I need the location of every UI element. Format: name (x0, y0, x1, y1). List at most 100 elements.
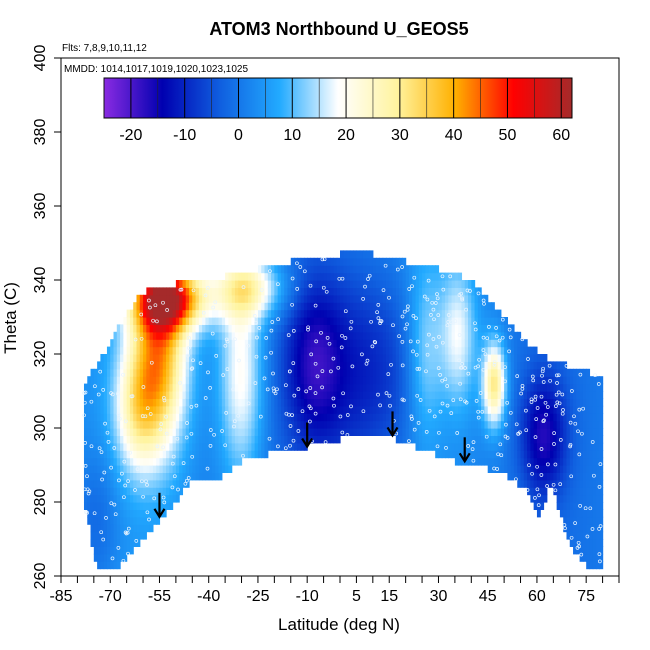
heat-cell (136, 368, 141, 377)
heat-cell (192, 405, 197, 414)
heat-cell (189, 287, 193, 296)
heat-cell (83, 435, 88, 444)
heat-cell (251, 272, 256, 281)
heat-cell (185, 405, 190, 414)
heat-cell (507, 457, 512, 466)
heat-cell (169, 465, 174, 473)
heat-cell (215, 457, 220, 466)
heat-cell (369, 420, 374, 429)
heat-cell (205, 420, 210, 429)
heat-cell (110, 539, 115, 547)
heat-cell (113, 361, 118, 370)
heat-cell (392, 413, 397, 422)
heat-cell (346, 376, 351, 385)
heat-cell (471, 376, 476, 385)
heat-cell (303, 413, 308, 422)
heat-cell (533, 457, 538, 466)
heat-cell (133, 472, 138, 481)
heat-cell (116, 398, 121, 407)
heat-cell (156, 383, 161, 392)
heat-cell (149, 494, 154, 503)
heat-cell (202, 413, 207, 422)
heat-cell (353, 354, 358, 362)
heat-cell (448, 391, 453, 399)
heat-cell (445, 309, 449, 318)
heat-cell (120, 472, 124, 481)
heat-cell (133, 302, 138, 311)
heat-cell (566, 376, 571, 385)
heat-cell (106, 546, 111, 555)
heat-cell (103, 479, 108, 488)
heat-cell (323, 265, 328, 274)
heat-cell (313, 428, 318, 436)
heat-cell (307, 265, 312, 274)
heat-cell (530, 354, 535, 362)
heat-cell (248, 272, 252, 281)
dates-note: MMDD: 1014,1017,1019,1020,1023,1025 (64, 64, 248, 75)
heat-cell (428, 331, 433, 340)
heat-cell (405, 405, 410, 414)
heat-cell (438, 339, 443, 348)
heat-cell (169, 339, 174, 348)
heat-cell (146, 398, 151, 407)
heat-cell (244, 413, 249, 422)
heat-cell (113, 331, 118, 340)
heat-cell (257, 420, 262, 429)
heat-cell (451, 405, 456, 414)
heat-cell (254, 287, 259, 296)
heat-cell (559, 442, 564, 451)
heat-cell (254, 272, 259, 281)
heat-cell (481, 398, 486, 407)
heat-cell (221, 280, 226, 288)
heat-cell (527, 398, 531, 407)
heat-cell (336, 405, 341, 414)
heat-cell (510, 331, 515, 340)
observation-point (361, 297, 365, 301)
heat-cell (566, 383, 571, 392)
observation-point (526, 357, 530, 361)
heat-cell (579, 553, 584, 562)
heat-cell (248, 346, 252, 355)
heat-cell (264, 317, 269, 325)
heat-cell (441, 391, 446, 399)
heat-cell (343, 272, 348, 281)
heat-cell (540, 457, 545, 466)
heat-cell (533, 450, 538, 459)
heat-cell (435, 265, 440, 274)
heat-cell (261, 339, 266, 348)
heat-cell (221, 442, 226, 451)
heat-cell (582, 524, 587, 533)
colorbar-ramp (103, 77, 573, 119)
heat-cell (215, 405, 220, 414)
heat-cell (569, 398, 574, 407)
observation-point (224, 411, 229, 415)
heat-cell (471, 442, 476, 451)
heat-cell (146, 465, 151, 473)
heat-cell (415, 317, 420, 325)
heat-cell (166, 324, 170, 333)
observation-point (145, 483, 149, 487)
heat-cell (139, 391, 144, 399)
heat-cell (123, 465, 128, 473)
heat-cell (113, 339, 118, 348)
heat-cell (100, 561, 105, 570)
heat-cell (198, 346, 203, 355)
heat-cell (428, 339, 433, 348)
heat-cell (136, 442, 141, 451)
heat-cell (579, 531, 584, 540)
heat-cell (599, 442, 604, 451)
heat-cell (284, 368, 289, 377)
heat-cell (126, 346, 131, 355)
heat-cell (579, 383, 584, 392)
heat-cell (556, 428, 561, 436)
heat-cell (507, 413, 512, 422)
heat-cell (500, 361, 505, 370)
observation-point (544, 412, 548, 417)
heat-cell (530, 405, 535, 414)
observation-point (211, 305, 216, 310)
observation-point (133, 337, 138, 342)
observation-point (384, 391, 389, 395)
heat-cell (100, 450, 105, 459)
heat-cell (359, 280, 364, 288)
heat-cell (451, 354, 456, 362)
